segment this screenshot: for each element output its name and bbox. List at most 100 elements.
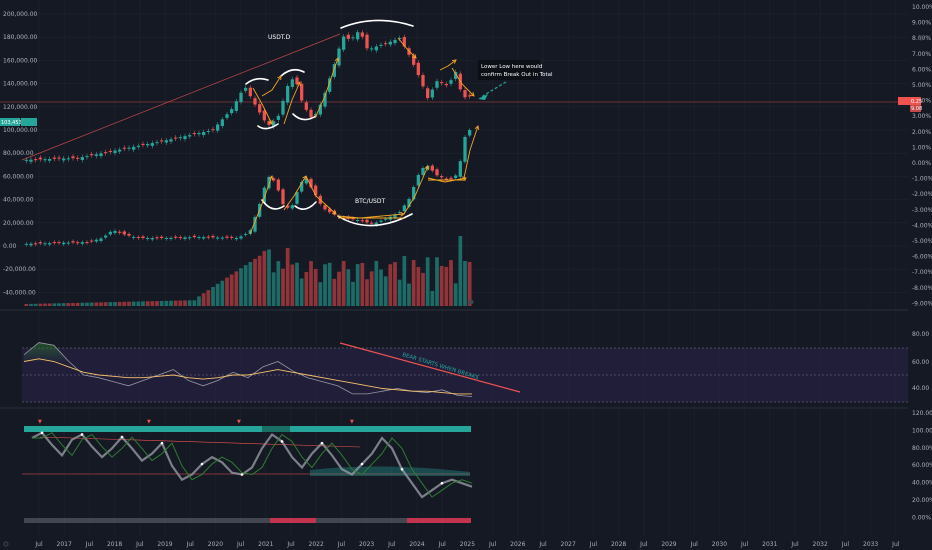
usdt-candle (113, 150, 117, 154)
btc-candle (160, 236, 164, 238)
volume-bar (192, 300, 197, 306)
volume-bar (435, 257, 439, 306)
btc-candle (57, 242, 61, 244)
osc-dot (320, 441, 324, 445)
pattern-arrowhead (412, 54, 417, 59)
osc-cloud (310, 466, 470, 476)
usdt-candle (276, 115, 280, 120)
osc-marker-4: ▼ (350, 419, 354, 425)
usdt-candle (398, 38, 402, 39)
pattern-arrow (252, 87, 273, 125)
right-axis-tick: -1.00% (912, 176, 932, 183)
time-axis-tick: 2029 (661, 541, 676, 548)
time-axis-tick: Jul (438, 541, 447, 548)
breakout-note-line2: confirm Break Out in Total (481, 72, 553, 78)
volume-bar (215, 283, 220, 306)
volume-bar (402, 256, 407, 306)
timezone-icon[interactable] (3, 541, 9, 547)
volume-bar (52, 303, 57, 306)
volume-bar (117, 301, 122, 306)
volume-bar (229, 274, 234, 306)
left-axis-tick: 140,000.00 (3, 81, 38, 88)
btc-candle (66, 242, 70, 244)
btc-candle (99, 238, 103, 242)
osc-marker-1: ▼ (38, 419, 42, 425)
usdt-annotation: USDT.D (268, 34, 291, 41)
volume-bar (201, 293, 206, 306)
usdt-candles (24, 29, 472, 165)
time-axis-tick: 2024 (409, 541, 424, 548)
left-axis-tick: 60,000.00 (3, 173, 34, 180)
usdt-candle (220, 119, 224, 127)
time-axis-tick: Jul (589, 541, 598, 548)
btc-candle (262, 187, 266, 203)
osc-bottom-bar-red1 (270, 518, 316, 523)
volume-bar (309, 261, 313, 306)
right-axis-tick: 6.00% (912, 66, 931, 73)
left-axis-tick: 20,000.00 (3, 220, 34, 227)
usdt-candle (281, 100, 285, 115)
volume-bars (24, 236, 472, 306)
usdt-candle (57, 157, 61, 159)
volume-bar (337, 271, 341, 306)
usdt-candle (211, 129, 215, 131)
usdt-price-tag: 0.25 9.08 (898, 97, 922, 112)
osc-axis-tick: 60.00% (912, 462, 932, 469)
osc-top-bar (24, 426, 471, 432)
btc-candle (104, 235, 108, 238)
volume-bar (365, 279, 369, 306)
volume-bar (225, 277, 229, 306)
pattern-arrowhead (424, 165, 429, 171)
grid-lines (0, 0, 908, 536)
btc-candle (328, 208, 332, 213)
btc-candle (108, 231, 112, 235)
usdt-candle (85, 156, 89, 158)
time-axis-tick: 2017 (57, 541, 72, 548)
usdt-candle (244, 87, 248, 91)
volume-bar (122, 301, 127, 306)
left-axis-tick: 0.00 (3, 243, 17, 250)
volume-bar (173, 300, 178, 306)
settings-icon[interactable] (918, 35, 924, 41)
btc-candle (85, 241, 89, 243)
time-axis-tick: Jul (790, 541, 799, 548)
right-axis-tick: -5.00% (912, 238, 932, 245)
left-axis-tick: 160,000.00 (3, 57, 38, 64)
left-axis-tick: 40,000.00 (3, 197, 34, 204)
btc-candle (220, 237, 224, 239)
usdt-candle (122, 147, 126, 149)
volume-bar (66, 303, 71, 306)
visibility-icon[interactable] (468, 299, 474, 305)
usdt-candle (314, 114, 318, 116)
btc-candle (374, 222, 378, 226)
usdt-candle (90, 154, 94, 156)
btc-candle (454, 175, 458, 179)
usdt-candle (267, 121, 271, 125)
btc-candle (52, 242, 56, 244)
time-axis-tick: 2028 (611, 541, 626, 548)
pattern-arc (257, 123, 279, 130)
usdt-candle (286, 86, 290, 103)
usdt-candle (440, 82, 444, 84)
note-arrow (479, 81, 507, 99)
osc-dots (40, 431, 444, 485)
btc-candle (62, 242, 66, 245)
usdt-candle (384, 43, 388, 45)
usdt-candle (230, 109, 234, 114)
usdt-candle (183, 136, 187, 140)
usdt-candle (449, 80, 453, 84)
usdt-candle (178, 137, 182, 139)
volume-bar (136, 301, 141, 306)
volume-bar (425, 257, 430, 306)
usdt-candle (388, 41, 392, 45)
pattern-arrow (314, 57, 339, 119)
osc-axis-tick: 120.00% (912, 410, 932, 417)
volume-bar (169, 300, 173, 306)
volume-bar (85, 302, 89, 306)
right-axis-tick: -6.00% (912, 254, 932, 261)
volume-bar (33, 303, 38, 306)
rsi-trendline (339, 342, 521, 393)
volume-bar (243, 265, 248, 306)
btc-candle (458, 161, 462, 177)
usdt-candle (426, 88, 430, 98)
